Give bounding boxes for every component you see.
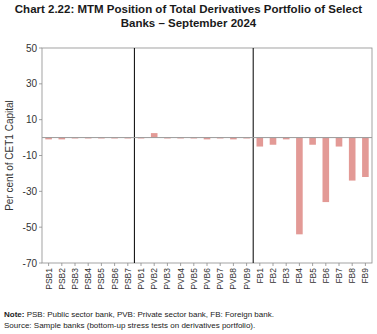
zero-line [42,137,372,138]
x-tick [141,263,142,266]
x-tick-label: FB7 [334,268,344,284]
x-tick [61,263,62,266]
x-tick [114,263,115,266]
y-tick [39,191,42,192]
bar [257,138,264,147]
x-tick-label: PVB7 [215,268,225,290]
x-tick-label: FB1 [255,268,265,284]
x-tick-label: PSB2 [57,268,67,290]
chart-title: Chart 2.22: MTM Position of Total Deriva… [0,2,377,30]
bar [151,133,158,137]
x-tick-label: PSB6 [110,268,120,290]
x-tick-label: FB3 [281,268,291,284]
x-tick [273,263,274,266]
x-tick [299,263,300,266]
x-tick-label: PSB4 [83,268,93,290]
bar [362,138,369,177]
bars [45,133,368,234]
x-tick [207,263,208,266]
y-tick-label: -50 [23,222,38,233]
x-tick [48,263,49,266]
x-tick [352,263,353,266]
plot-frame [42,48,372,263]
y-tick-label: -30 [23,186,38,197]
x-tick-label: FB2 [268,268,278,284]
bar [336,138,343,147]
y-tick [39,119,42,120]
y-tick-label: -10 [23,150,38,161]
bar [296,138,303,235]
x-tick-label: FB9 [360,268,370,284]
x-tick-label: PVB8 [228,268,238,290]
y-tick-label: 50 [26,43,38,54]
x-tick [154,263,155,266]
x-tick [246,263,247,266]
x-tick-label: PSB5 [96,268,106,290]
x-tick-label: PVB1 [136,268,146,290]
x-tick [88,263,89,266]
y-tick [39,48,42,49]
x-tick-label: PVB9 [242,268,252,290]
x-tick-label: FB4 [294,268,304,284]
x-tick-label: PVB6 [202,268,212,290]
x-tick [101,263,102,266]
x-tick [325,263,326,266]
x-tick-label: PSB3 [70,268,80,290]
x-tick-label: FB5 [308,268,318,284]
x-tick-label: PVB2 [149,268,159,290]
x-tick [286,263,287,266]
x-tick-label: PVB4 [176,268,186,290]
x-tick [365,263,366,266]
y-tick-label: 30 [26,78,38,89]
y-tick [39,155,42,156]
x-tick-label: FB6 [321,268,331,284]
note: Source: Sample banks (bottom-up stress t… [4,321,374,332]
group-separator [253,48,254,263]
x-tick [127,263,128,266]
y-tick [39,227,42,228]
x-tick [75,263,76,266]
x-tick [339,263,340,266]
y-tick-label: 10 [26,114,38,125]
x-tick-label: PVB5 [189,268,199,290]
y-tick-label: -70 [23,258,38,269]
y-tick [39,83,42,84]
x-tick-label: FB8 [347,268,357,284]
x-tick [233,263,234,266]
x-tick [259,263,260,266]
x-tick-label: PSB1 [44,268,54,290]
x-tick [167,263,168,266]
note: Note: PSB: Public sector bank, PVB: Priv… [4,310,374,321]
x-tick-label: PSB7 [123,268,133,290]
notes: Note: PSB: Public sector bank, PVB: Priv… [4,310,374,331]
bar [349,138,356,181]
bar [323,138,330,203]
x-tick [180,263,181,266]
y-tick [39,263,42,264]
x-tick [312,263,313,266]
bar [309,138,316,145]
y-axis-label: Per cent of CET1 Capital [4,100,15,211]
x-tick [220,263,221,266]
group-separator [134,48,135,263]
x-tick-label: PVB3 [162,268,172,290]
x-tick [193,263,194,266]
bar [270,138,277,145]
